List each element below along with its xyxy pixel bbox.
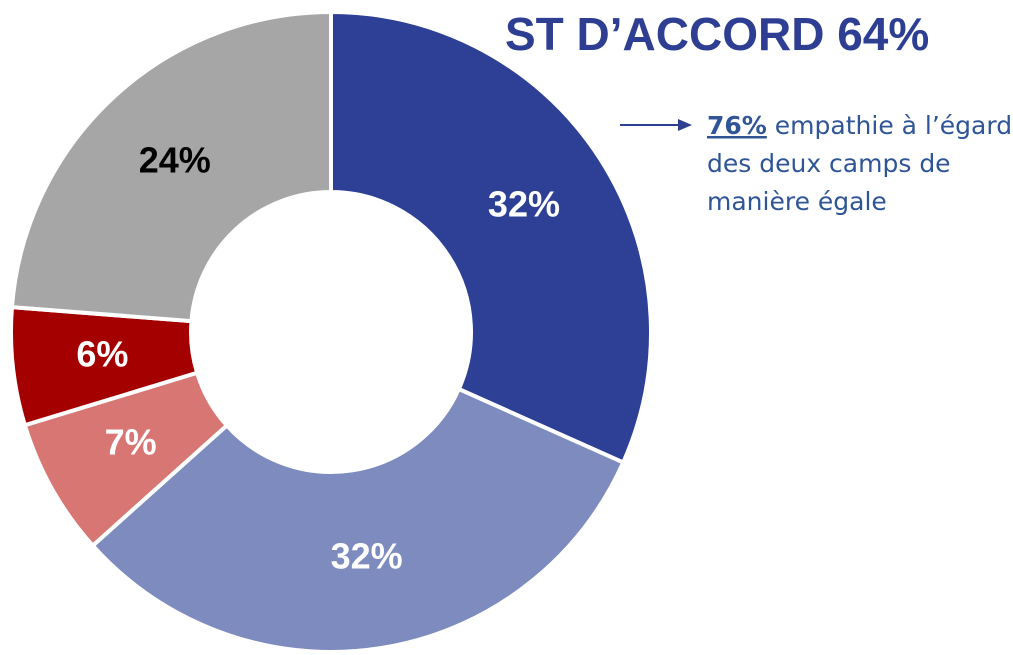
slice-label: 7% (105, 421, 157, 462)
annotation-line: manière égale (707, 187, 887, 216)
slice-label: 6% (76, 334, 128, 375)
donut-slice (89, 386, 626, 654)
slice-label: 24% (139, 140, 211, 181)
donut-slice (9, 9, 333, 324)
annotation-line: 76% empathie à l’égard (707, 111, 1012, 140)
slice-label: 32% (488, 183, 560, 224)
donut-slice (329, 9, 653, 466)
slice-label: 32% (331, 536, 403, 577)
arrow-head (678, 119, 692, 131)
annotation-emphasis: 76% (707, 111, 767, 140)
chart-title: ST D’ACCORD 64% (505, 8, 929, 60)
annotation-line: des deux camps de (707, 149, 951, 178)
annotation-text: empathie à l’égard (775, 111, 1012, 140)
